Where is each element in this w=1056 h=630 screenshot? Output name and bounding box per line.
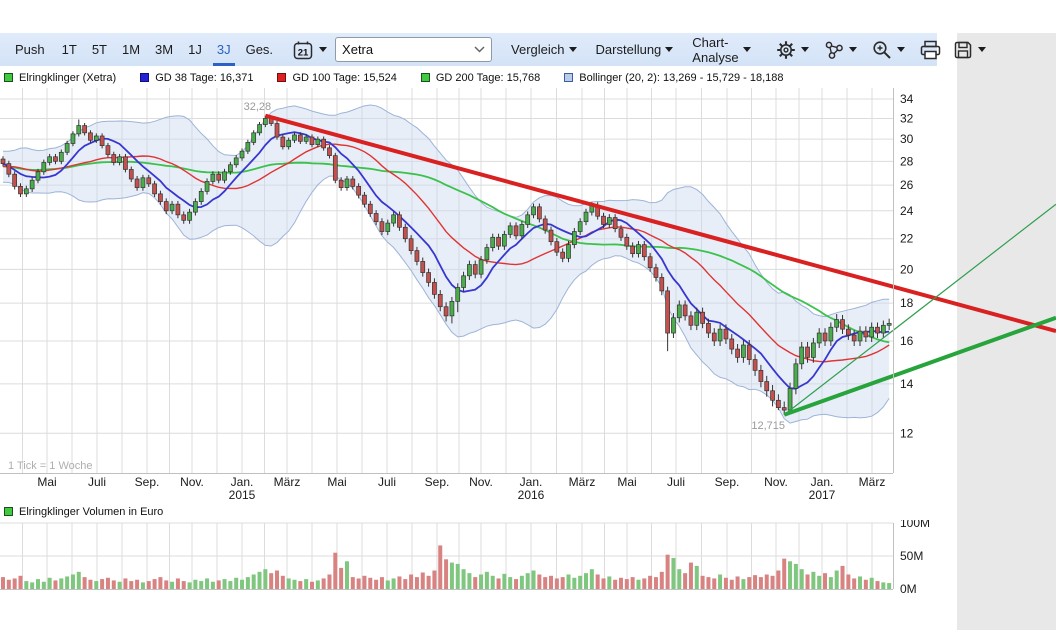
svg-text:12: 12 — [900, 426, 914, 440]
toolbar: Push 1T 5T 1M 3M 1J 3J Ges. 21 Xetra Ver… — [0, 33, 986, 66]
volume-legend: Elringklinger Volumen in Euro — [0, 503, 941, 520]
save-button[interactable] — [952, 33, 986, 66]
legend-swatch-icon — [564, 73, 574, 82]
side-panel — [957, 33, 1056, 630]
svg-text:16: 16 — [900, 334, 914, 348]
legend-label: Elringklinger Volumen in Euro — [19, 505, 164, 518]
chevron-down-icon — [319, 47, 328, 52]
svg-text:22: 22 — [900, 232, 914, 246]
legend-label: Bollinger (20, 2): 13,269 - 15,729 - 18,… — [579, 71, 784, 84]
legend-label: GD 200 Tage: 15,768 — [435, 71, 541, 84]
chevron-down-icon — [742, 47, 751, 52]
legend-label: GD 100 Tage: 15,524 — [292, 71, 397, 84]
calendar-icon: 21 — [293, 41, 313, 59]
indicator-nodes-icon — [825, 41, 843, 59]
chart-canvas[interactable] — [0, 88, 893, 473]
legend-swatch-icon — [140, 73, 150, 82]
svg-text:2015: 2015 — [229, 488, 256, 502]
calendar-range-button[interactable]: 21 — [291, 33, 328, 66]
gear-icon — [776, 40, 795, 59]
legend-swatch-icon — [4, 507, 13, 516]
menu-chart-analyse[interactable]: Chart-Analyse — [692, 33, 751, 66]
price-legend: Elringklinger (Xetra) GD 38 Tage: 16,371 G… — [0, 68, 941, 87]
svg-text:Nov.: Nov. — [469, 475, 493, 489]
menu-label: Darstellung — [595, 42, 662, 57]
volume-bars — [1, 545, 892, 589]
tab-ges[interactable]: Ges. — [245, 42, 274, 57]
menu-label: Chart-Analyse — [692, 34, 739, 65]
svg-text:50M: 50M — [900, 549, 923, 563]
chevron-down-icon — [977, 47, 986, 52]
tab-3m[interactable]: 3M — [155, 42, 174, 57]
legend-swatch-icon — [277, 73, 287, 82]
chevron-down-icon — [568, 47, 577, 52]
svg-text:24: 24 — [900, 204, 914, 218]
legend-item: Bollinger (20, 2): 13,269 - 15,729 - 18,… — [564, 71, 784, 84]
svg-text:20: 20 — [900, 262, 914, 276]
svg-text:Jan.: Jan. — [811, 475, 834, 489]
legend-swatch-icon — [420, 73, 430, 82]
printer-icon — [920, 40, 940, 59]
legend-label: Elringklinger (Xetra) — [19, 71, 117, 84]
legend-swatch-icon — [4, 73, 13, 82]
svg-text:Sep.: Sep. — [425, 475, 450, 489]
svg-text:32: 32 — [900, 111, 914, 125]
indicators-button[interactable] — [823, 33, 857, 66]
svg-text:26: 26 — [900, 178, 914, 192]
svg-text:März: März — [274, 475, 301, 489]
chevron-down-icon — [665, 47, 674, 52]
zoom-in-icon — [872, 40, 891, 59]
exchange-select-wrap: Xetra — [335, 33, 493, 66]
legend-label: GD 38 Tage: 16,371 — [155, 71, 254, 84]
legend-item: GD 38 Tage: 16,371 — [140, 72, 253, 84]
svg-text:14: 14 — [900, 377, 914, 391]
svg-text:Mai: Mai — [37, 475, 56, 489]
legend-item: GD 200 Tage: 15,768 — [420, 71, 541, 84]
chevron-down-icon — [896, 47, 905, 52]
tab-3j[interactable]: 3J — [212, 33, 235, 66]
menu-darstellung[interactable]: Darstellung — [596, 33, 674, 66]
menu-label: Vergleich — [511, 42, 565, 57]
svg-text:Sep.: Sep. — [135, 475, 160, 489]
svg-text:Nov.: Nov. — [180, 475, 204, 489]
svg-text:2017: 2017 — [809, 488, 836, 502]
svg-text:28: 28 — [900, 154, 914, 168]
tab-1t[interactable]: 1T — [61, 42, 77, 57]
save-floppy-icon — [954, 41, 971, 58]
svg-text:Jan.: Jan. — [231, 475, 254, 489]
svg-text:Juli: Juli — [667, 475, 685, 489]
svg-text:Juli: Juli — [378, 475, 396, 489]
svg-text:Nov.: Nov. — [764, 475, 788, 489]
push-button[interactable]: Push — [15, 42, 45, 57]
svg-text:März: März — [569, 475, 596, 489]
zoom-button[interactable] — [871, 33, 905, 66]
print-button[interactable] — [919, 33, 942, 66]
svg-text:30: 30 — [900, 132, 914, 146]
chevron-down-icon — [800, 47, 809, 52]
svg-text:Juli: Juli — [88, 475, 106, 489]
legend-item: GD 100 Tage: 15,524 — [277, 71, 397, 84]
svg-text:Mai: Mai — [617, 475, 636, 489]
svg-text:März: März — [859, 475, 886, 489]
svg-text:0M: 0M — [900, 582, 917, 596]
exchange-select[interactable]: Xetra — [335, 37, 493, 62]
svg-text:34: 34 — [900, 92, 914, 106]
settings-button[interactable] — [775, 33, 809, 66]
svg-text:Mai: Mai — [327, 475, 346, 489]
menu-vergleich[interactable]: Vergleich — [511, 33, 577, 66]
svg-text:Sep.: Sep. — [715, 475, 740, 489]
svg-text:2016: 2016 — [518, 488, 545, 502]
tab-1j[interactable]: 1J — [188, 42, 202, 57]
svg-text:21: 21 — [298, 47, 309, 58]
chevron-down-icon — [848, 47, 857, 52]
tab-1m[interactable]: 1M — [121, 42, 141, 57]
svg-text:Jan.: Jan. — [520, 475, 543, 489]
tab-5t[interactable]: 5T — [91, 42, 107, 57]
legend-item: Elringklinger Volumen in Euro — [4, 506, 163, 518]
svg-text:18: 18 — [900, 296, 914, 310]
legend-item: Elringklinger (Xetra) — [4, 72, 116, 84]
